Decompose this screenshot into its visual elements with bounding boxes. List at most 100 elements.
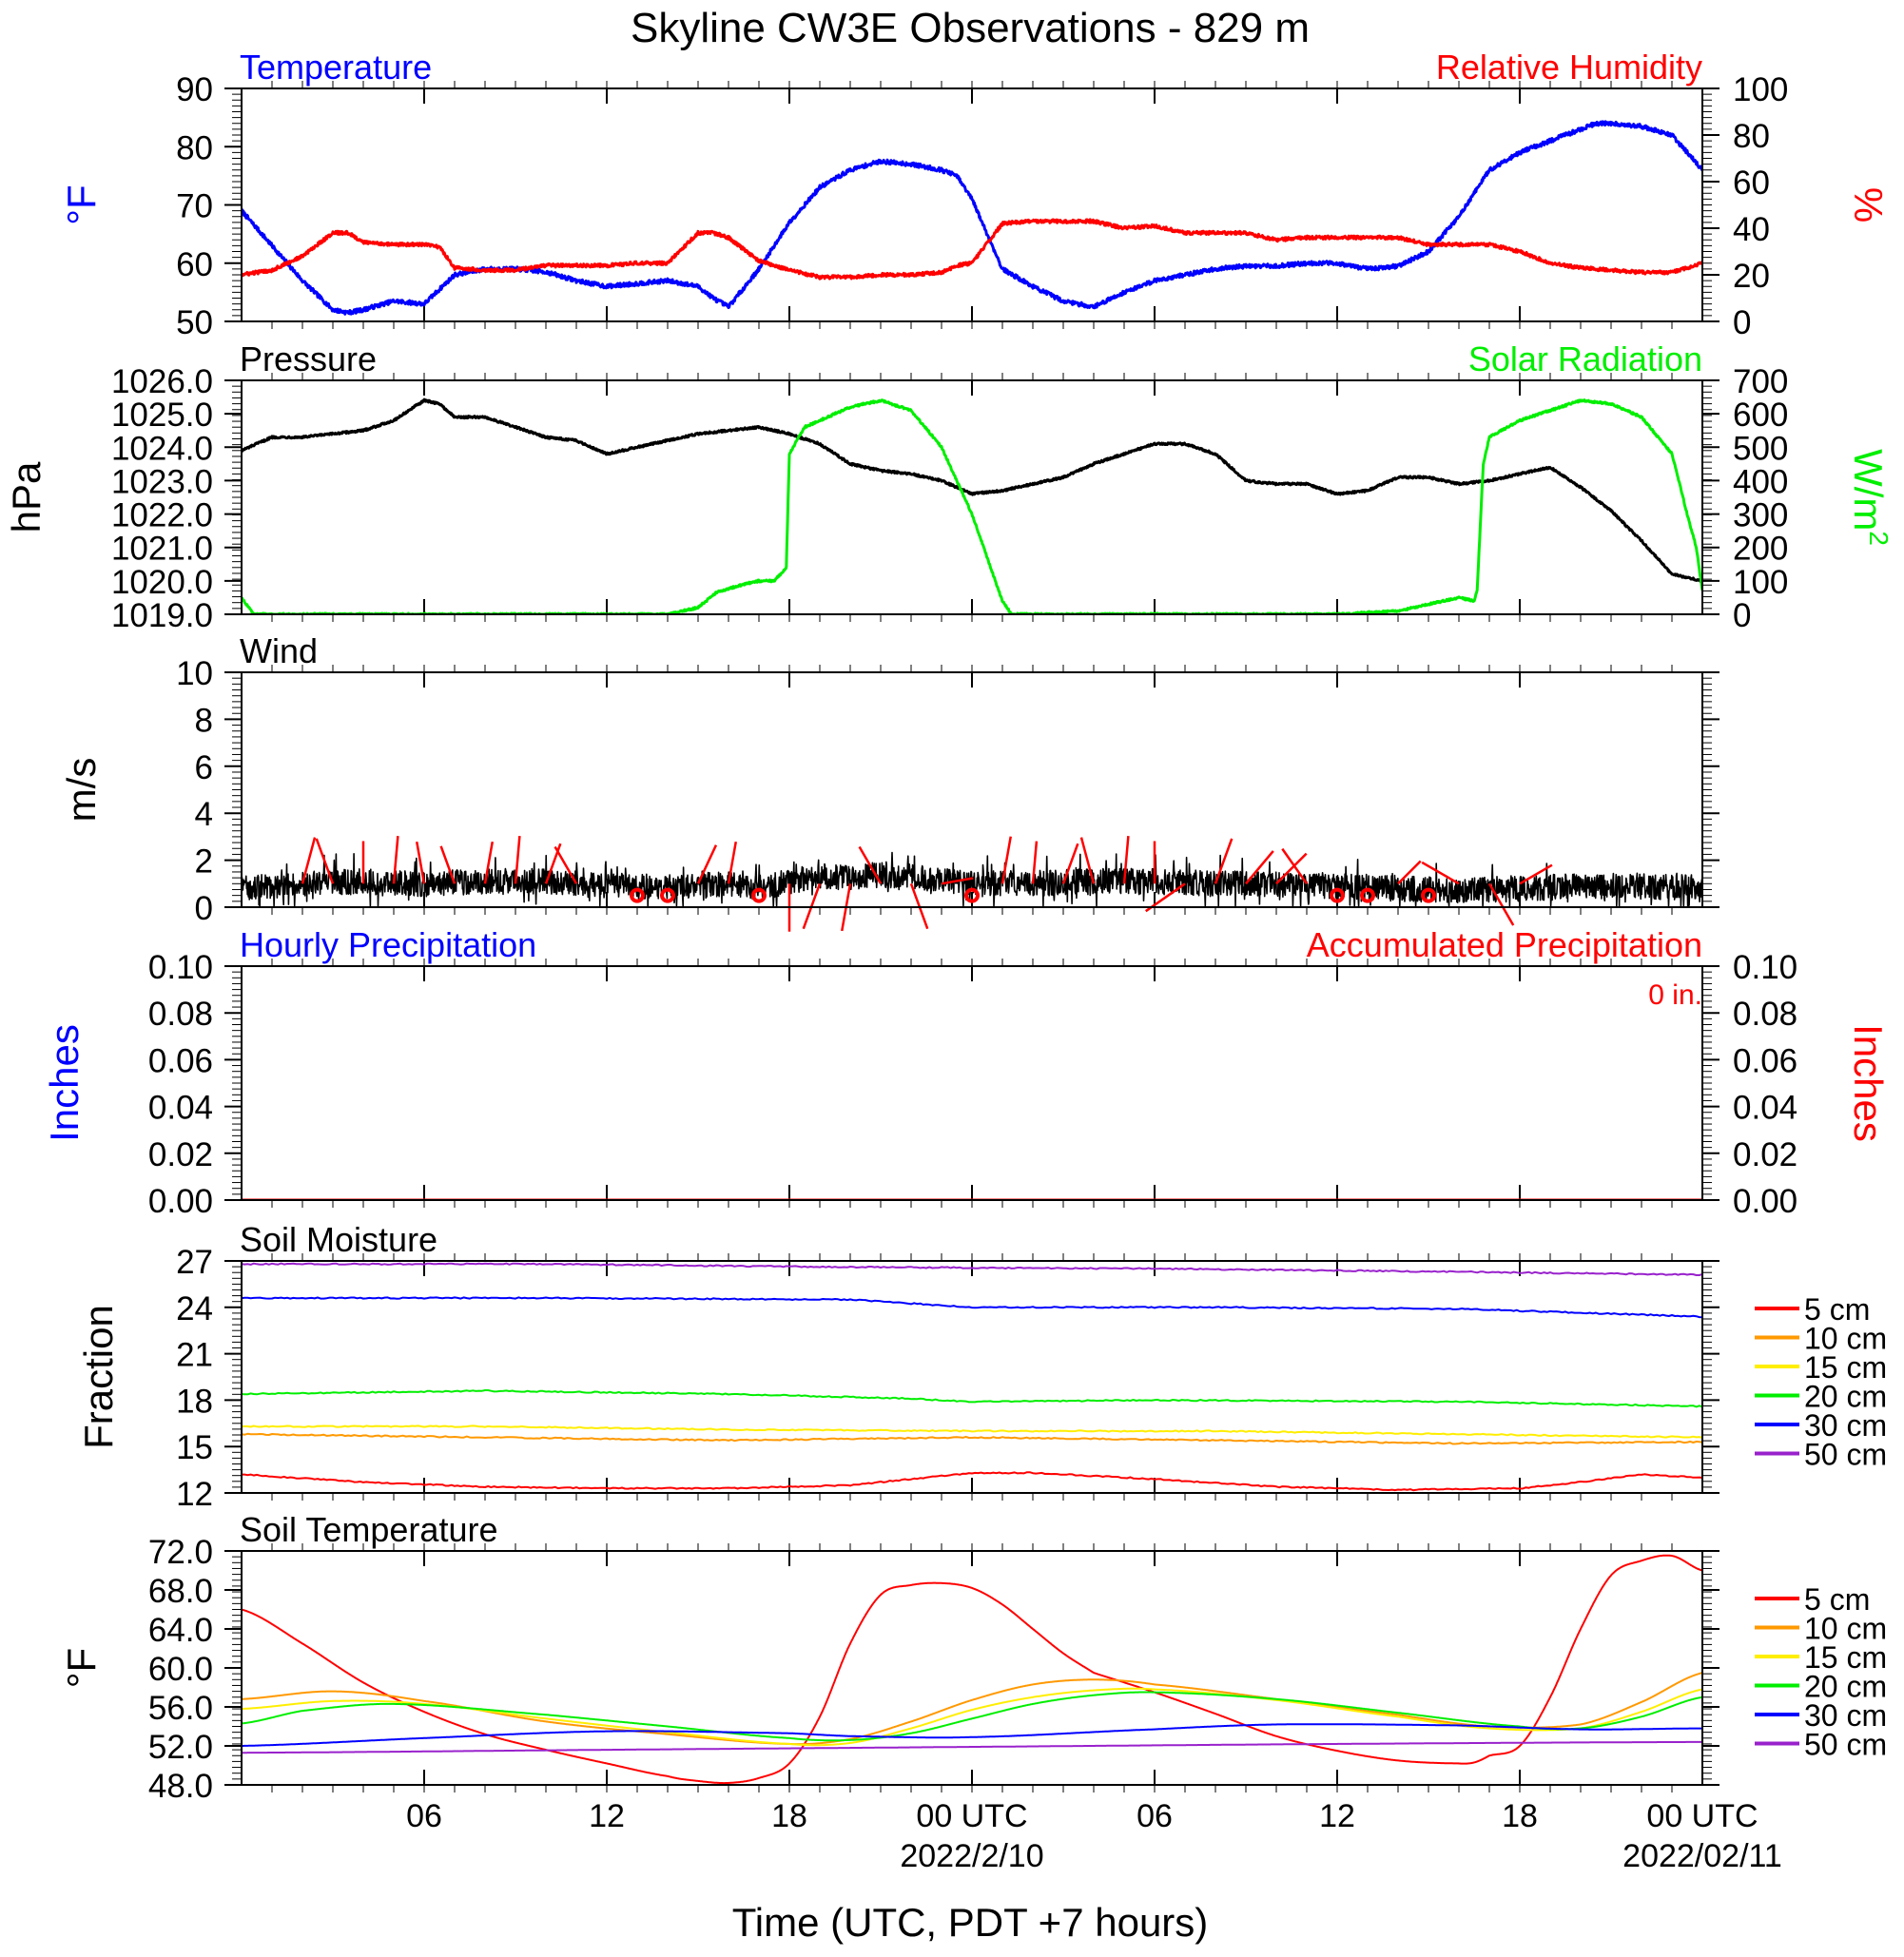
y-tick-label-right: 0.10 [1733,949,1797,986]
panel-title-left: Temperature [240,48,432,87]
y-axis-label-left: hPa [4,461,49,533]
panel-frame [241,87,1703,322]
y-tick-label-right: 600 [1733,397,1788,434]
y-tick-label-left: 1019.0 [111,597,213,634]
panel-title-left: Soil Moisture [240,1220,437,1259]
y-tick-label-left: 24 [176,1290,213,1327]
wind-barb [1281,847,1309,885]
y-tick-label-left: 70 [176,188,213,225]
series-line-relative-humidity [242,218,1702,281]
panel-title-left: Soil Temperature [240,1510,497,1549]
wind-barb [439,845,457,884]
x-tick-label: 06 [406,1798,442,1834]
x-tick-label: 12 [589,1798,625,1834]
wind-barb [1519,863,1553,885]
series-line-30-cm [242,1296,1702,1319]
y-tick-label-left: 15 [176,1429,213,1466]
panel-wind: 0 2 4 6 8 10 Wind m/s [59,631,1719,932]
series-line-50-cm [242,1740,1702,1754]
y-tick-label-left: 10 [176,655,213,692]
y-tick-label-left: 1021.0 [111,531,213,568]
y-axis-label-left: m/s [59,758,104,823]
wind-barb [696,844,718,884]
y-tick-label-left: 2 [195,843,213,881]
wind-barb [1397,860,1422,885]
wind-barb [802,882,822,930]
y-tick-label-left: 0.02 [148,1136,213,1173]
y-tick-label-left: 27 [176,1244,213,1281]
y-tick-label-left: 48.0 [148,1768,213,1805]
y-tick-label-left: 0.08 [148,996,213,1033]
wind-barb [415,841,426,884]
y-tick-label-left: 4 [195,796,213,833]
y-tick-label-left: 60 [176,246,213,283]
panel-precip: 0.00 0.02 0.04 0.06 0.08 0.10 0.00 0.02 0.04 0.06… [42,925,1891,1220]
wind-barb [1122,835,1130,884]
y-tick-label-left: 12 [176,1476,213,1513]
y-tick-label-right: 20 [1733,258,1770,295]
wind-barb [909,882,929,930]
calm-wind-circle [751,887,767,903]
panel-frame [241,1260,1703,1494]
x-tick-label: 18 [1502,1798,1538,1834]
y-tick-label-right: 0.06 [1733,1042,1797,1079]
x-tick-label: 00 UTC [1646,1798,1758,1834]
y-tick-label-right: 700 [1733,363,1788,400]
minor-ticks [232,665,1712,915]
y-axis-label-left: °F [59,1648,104,1688]
panel-title-left: Hourly Precipitation [240,925,536,964]
wind-barb [1214,838,1234,884]
y-tick-label-right: 40 [1733,211,1770,248]
y-tick-label-left: 72.0 [148,1534,213,1571]
series-line-10-cm [242,1432,1702,1445]
y-tick-label-left: 60.0 [148,1651,213,1688]
minor-ticks [232,1543,1712,1792]
y-tick-label-left: 8 [195,702,213,739]
x-date-label: 2022/02/11 [1622,1838,1782,1874]
panel-title-left: Pressure [240,339,377,378]
figure-title: Skyline CW3E Observations - 829 m [631,5,1310,51]
y-tick-label-left: 0.04 [148,1090,213,1127]
plot-area [242,1554,1702,1785]
series-line-temperature [242,120,1702,316]
series-line-20-cm [242,1389,1702,1408]
plot-area [242,1262,1702,1492]
y-axis-label-left: Fraction [76,1305,121,1449]
wind-barb [1001,836,1012,884]
series-line-5-cm [242,1471,1702,1492]
series-line-solar-radiation [242,398,1702,614]
y-axis-label-right: W/m2 [1846,449,1894,546]
y-tick-label-right: 0.08 [1733,996,1797,1033]
wind-barb [1275,852,1308,885]
y-tick-label-left: 1025.0 [111,397,213,434]
y-tick-label-left: 1024.0 [111,430,213,467]
y-axis-label-left: Inches [42,1024,87,1142]
minor-ticks [232,959,1712,1208]
y-tick-label-right: 300 [1733,497,1788,534]
wind-barb [315,838,335,884]
series-line-20-cm [242,1691,1702,1742]
y-tick-label-left: 1020.0 [111,564,213,601]
accumulated-total-label: 0 in. [1648,979,1702,1011]
y-tick-label-right: 0.00 [1733,1183,1797,1220]
plot-area [242,120,1702,316]
wind-barb [1079,837,1096,884]
series-line-5-cm [242,1554,1702,1785]
legend-label: 30 cm [1804,1698,1887,1733]
y-tick-label-right: 60 [1733,165,1770,202]
y-tick-label-right: 500 [1733,430,1788,467]
legend-label: 5 cm [1804,1292,1870,1327]
y-tick-label-left: 0 [195,890,213,927]
series-line-pressure [242,397,1702,584]
calm-wind-circle [1330,887,1345,903]
legend-label: 30 cm [1804,1408,1887,1443]
wind-barb [554,845,578,884]
wind-barb [301,837,317,884]
panel-soil-moisture: 12 15 18 21 24 27 Soil Moisture Fraction 5 cm10 … [76,1220,1887,1513]
y-axis-label-left: °F [59,184,104,224]
y-axis-label-right: Inches [1846,1024,1891,1142]
panel-title-right: Accumulated Precipitation [1307,925,1702,964]
